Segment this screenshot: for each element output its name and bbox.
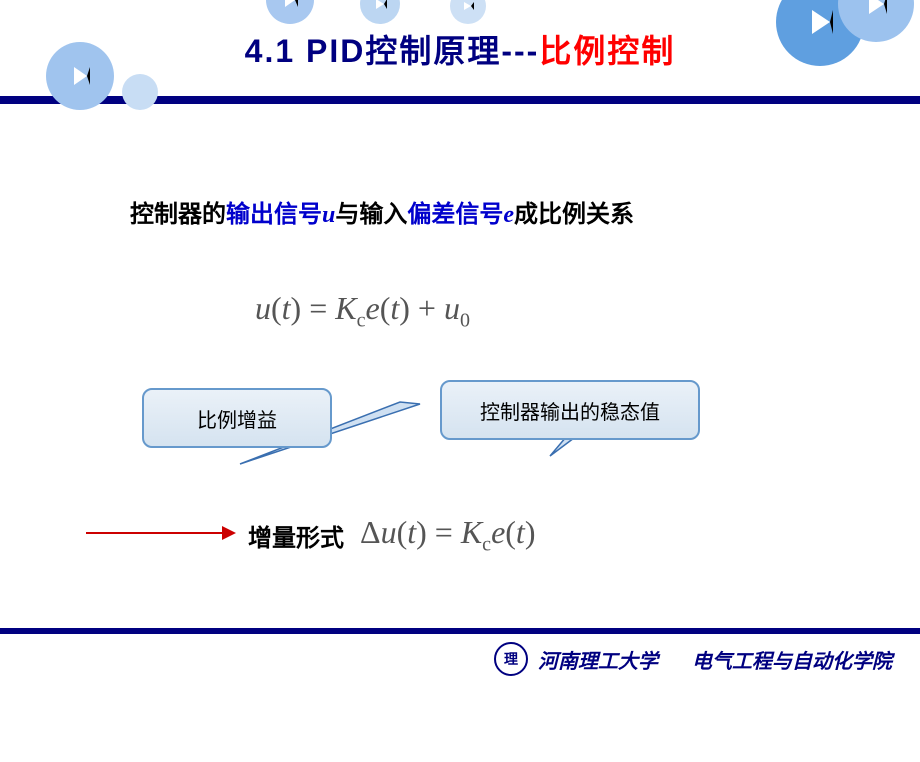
footer-college: 电气工程与自动化学院: [692, 645, 892, 674]
f2-Ksub: c: [482, 533, 491, 555]
incremental-label: 增量形式: [248, 518, 344, 553]
play-icon: [376, 0, 387, 9]
callout-right: 控制器输出的稳态值: [440, 380, 700, 440]
play-icon: [812, 10, 833, 34]
f2-t2: t: [516, 514, 525, 550]
f2-lp2: (: [505, 514, 516, 550]
footer-univ: 河南理工大学: [538, 645, 658, 674]
play-icon: [869, 0, 887, 14]
callout-right-text: 控制器输出的稳态值: [480, 396, 660, 425]
f2-delta: Δ: [360, 514, 381, 550]
f2-lp1: (: [397, 514, 408, 550]
bottom-divider: [0, 628, 920, 634]
play-icon: [464, 2, 474, 10]
university-logo-icon: 理: [494, 642, 528, 676]
f2-t1: t: [407, 514, 416, 550]
f2-rp1: ): [416, 514, 427, 550]
title-part1: 4.1 PID控制原理---: [245, 33, 540, 69]
f2-rp2: ): [525, 514, 536, 550]
f2-eq: =: [427, 514, 461, 550]
footer: 理 河南理工大学 电气工程与自动化学院: [494, 642, 892, 676]
f2-K: K: [461, 514, 482, 550]
callout-left: 比例增益: [142, 388, 332, 448]
f2-u: u: [381, 514, 397, 550]
title-part2: 比例控制: [539, 33, 675, 69]
formula-incremental: Δu(t) = Kce(t): [360, 514, 535, 556]
f2-e: e: [491, 514, 505, 550]
play-icon: [285, 0, 298, 7]
callout-left-text: 比例增益: [197, 404, 277, 433]
red-arrow: [86, 532, 226, 534]
